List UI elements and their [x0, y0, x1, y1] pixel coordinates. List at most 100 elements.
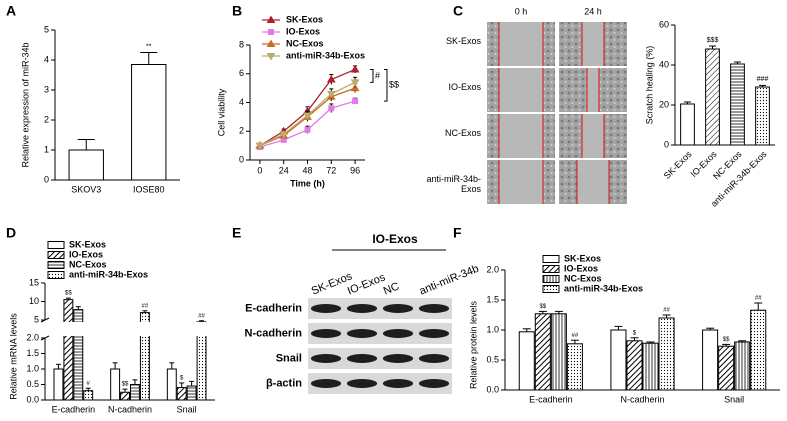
significance: ** — [146, 43, 152, 50]
legend-label: SK-Exos — [286, 14, 323, 24]
x-tick-label: E-cadherin — [52, 404, 96, 414]
x-tick-label: N-cadherin — [620, 394, 664, 404]
blot-band — [418, 354, 450, 363]
wound-gap — [499, 22, 543, 66]
bracket — [370, 68, 374, 83]
bar — [566, 343, 583, 391]
y-axis-label: Relative mRNA levels — [8, 313, 18, 400]
marker — [326, 90, 336, 99]
bar — [130, 384, 140, 401]
legend-label: anti-miR-34b-Exos — [69, 269, 148, 279]
legend-label: IO-Exos — [564, 263, 598, 273]
y-tick-label: 2.0 — [486, 264, 499, 274]
blot-band — [346, 354, 378, 363]
bar — [718, 345, 735, 391]
y-axis-label: Cell viability — [216, 88, 226, 136]
row-label: E-cadherin — [245, 302, 302, 314]
significance: ### — [757, 76, 769, 83]
panel-label: B — [232, 3, 242, 19]
wound-gap — [499, 160, 543, 204]
y-tick-label: 0.5 — [486, 354, 499, 364]
y-axis-label: Scratch healing (%) — [644, 46, 654, 125]
bar — [166, 368, 177, 401]
significance: ## — [142, 303, 149, 309]
marker — [303, 112, 312, 120]
blot-band — [310, 354, 342, 363]
wound-gap — [577, 160, 609, 204]
significance: ## — [663, 308, 670, 314]
bar — [186, 385, 197, 401]
image-row-label: NC-Exos — [444, 128, 481, 138]
break-mark — [40, 317, 50, 323]
panel-label: F — [453, 225, 462, 241]
y-tick-label: 10 — [29, 296, 39, 306]
significance: $$$ — [707, 37, 719, 44]
bracket — [384, 68, 388, 102]
significance: ## — [198, 313, 205, 319]
bar — [642, 342, 659, 391]
row-label: N-cadherin — [245, 327, 303, 339]
x-tick-label: SK-Exos — [662, 149, 694, 181]
significance: # — [87, 381, 91, 387]
y-tick-label: 1.5 — [26, 348, 39, 358]
break-mark — [40, 335, 50, 341]
bar — [626, 340, 643, 391]
bar — [534, 313, 551, 391]
y-tick-label: 6 — [239, 68, 244, 78]
bar — [53, 368, 64, 401]
blot-band — [346, 379, 378, 388]
marker — [304, 126, 311, 133]
y-tick-label: 2 — [239, 126, 244, 136]
row-label: Snail — [276, 352, 302, 364]
y-tick-label: 1.0 — [26, 363, 39, 373]
y-axis-label: Relative expression of miR-34b — [20, 42, 30, 167]
x-tick-label: IOSE80 — [133, 184, 165, 194]
panel-label: D — [6, 225, 16, 241]
marker — [279, 131, 289, 139]
significance: $ — [180, 376, 184, 382]
bar — [131, 64, 167, 181]
blot-band — [310, 379, 342, 388]
marker — [350, 64, 360, 73]
legend-label: NC-Exos — [564, 273, 602, 283]
bar — [680, 103, 695, 146]
bar — [68, 149, 104, 181]
marker — [268, 29, 274, 35]
y-tick-label: 4 — [239, 97, 244, 107]
legend-label: IO-Exos — [286, 26, 320, 36]
image-column-label: 24 h — [584, 6, 602, 16]
blot-band — [418, 379, 450, 388]
y-tick-label: 2 — [44, 114, 49, 124]
x-tick-label: 48 — [302, 165, 312, 175]
lane-label: NC — [382, 280, 401, 297]
blot-strip — [308, 298, 452, 319]
marker — [350, 79, 360, 87]
x-tick-label: N-cadherin — [108, 404, 152, 414]
bar — [63, 299, 74, 401]
blot-band — [382, 329, 414, 338]
bar — [734, 341, 751, 391]
y-tick-label: 15 — [29, 277, 39, 287]
y-tick-label: 0 — [664, 139, 669, 149]
y-axis-label: Relative protein levels — [468, 300, 478, 389]
bar — [610, 329, 627, 391]
legend-swatch — [542, 255, 560, 263]
y-tick-label: 1 — [44, 144, 49, 154]
wound-gap — [587, 68, 599, 112]
legend-label: anti-miR-34b-Exos — [564, 283, 643, 293]
significance: # — [375, 70, 380, 80]
legend-swatch — [542, 265, 560, 273]
legend-swatch — [47, 271, 65, 279]
wound-gap — [499, 68, 543, 112]
marker — [328, 105, 335, 112]
legend-swatch — [542, 275, 560, 283]
legend-label: anti-miR-34b-Exos — [286, 50, 365, 60]
group-label: IO-Exos — [372, 232, 418, 246]
bar — [518, 331, 535, 391]
image-column-label: 0 h — [515, 6, 528, 16]
x-tick-label: 72 — [326, 165, 336, 175]
panel-label: E — [232, 225, 241, 241]
marker — [326, 75, 336, 83]
legend-label: SK-Exos — [69, 239, 106, 249]
